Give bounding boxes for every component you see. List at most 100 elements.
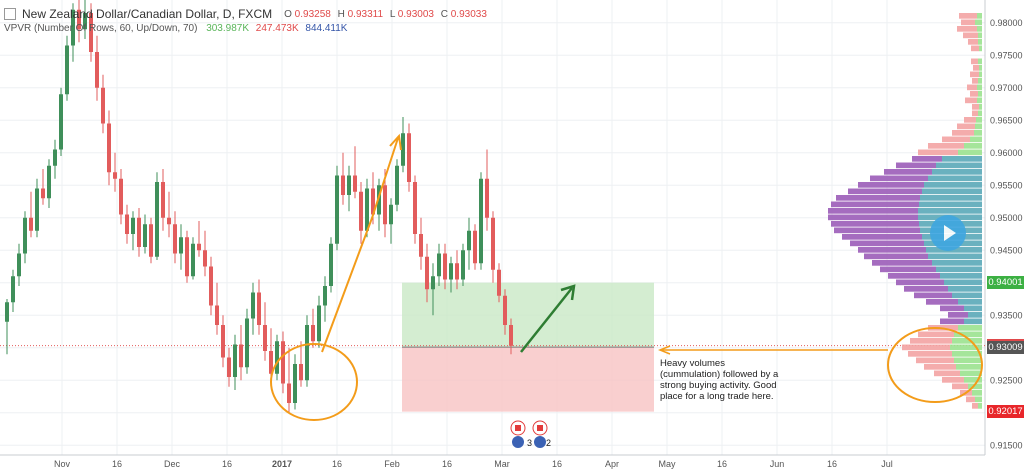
candle-body — [113, 172, 117, 179]
candle-body — [509, 325, 513, 346]
volume-row-down — [928, 143, 964, 149]
candle-body — [101, 87, 105, 124]
volume-row-up — [960, 370, 982, 377]
candle-body — [317, 305, 321, 342]
indicator-name: VPVR (Number Of Rows, 60, Up/Down, 70) — [4, 23, 198, 34]
candle-body — [365, 188, 369, 231]
candle-body — [185, 237, 189, 277]
candle — [395, 159, 399, 212]
candle — [467, 217, 471, 270]
volume-row-up — [979, 104, 982, 110]
volume-row-down — [961, 19, 975, 26]
x-tick-label: Jun — [770, 459, 785, 469]
volume-row-down — [864, 253, 928, 260]
target-arrow-head — [560, 284, 576, 301]
candle-body — [299, 364, 303, 381]
volume-row-up — [964, 377, 982, 383]
volume-row-up — [978, 110, 982, 117]
volume-row-up — [975, 396, 982, 403]
candle-body — [503, 295, 507, 325]
candle — [323, 276, 327, 322]
candle-body — [155, 182, 159, 257]
candle — [137, 208, 141, 257]
candle — [419, 217, 423, 270]
candle-body — [221, 325, 225, 358]
candle — [119, 169, 123, 225]
volume-row-up — [958, 325, 982, 331]
volume-row-down — [966, 396, 975, 403]
y-tick-label: 0.91500 — [990, 440, 1023, 450]
volume-row-down — [973, 65, 979, 71]
candle — [53, 139, 57, 179]
volume-row-up — [978, 78, 982, 84]
circle-annotation-left — [270, 343, 358, 421]
x-tick-label: Jul — [881, 459, 893, 469]
candle — [41, 169, 45, 205]
candle-body — [77, 9, 81, 30]
candle-body — [71, 9, 75, 46]
candle-body — [251, 292, 255, 319]
volume-row-down — [972, 78, 978, 84]
candle-body — [401, 133, 405, 166]
candle-body — [311, 325, 315, 342]
x-tick-label: 16 — [332, 459, 342, 469]
volume-row-down — [872, 260, 932, 266]
candle-body — [431, 276, 435, 290]
collapse-toggle-icon[interactable] — [4, 8, 16, 20]
volume-row-up — [964, 318, 982, 325]
candle — [449, 256, 453, 293]
flag-icon-mark — [537, 425, 543, 431]
candle-body — [23, 217, 27, 254]
x-tick-label: 16 — [442, 459, 452, 469]
open-label: O — [284, 8, 292, 20]
volume-row-down — [957, 123, 975, 130]
volume-row-down — [828, 214, 918, 221]
candle — [503, 289, 507, 335]
candle — [263, 302, 267, 361]
candle-body — [197, 243, 201, 251]
candle-body — [137, 217, 141, 247]
volume-row-up — [975, 19, 982, 26]
volume-row-up — [958, 299, 982, 305]
candle — [203, 230, 207, 277]
play-icon[interactable] — [930, 215, 966, 251]
candle — [359, 182, 363, 244]
candle — [317, 295, 321, 348]
candle-body — [41, 188, 45, 199]
volume-row-up — [948, 286, 982, 292]
candles — [5, 0, 513, 413]
candle-body — [383, 185, 387, 225]
candle — [77, 0, 81, 43]
y-tick-label: 0.97500 — [990, 50, 1023, 60]
candle — [347, 165, 351, 212]
candle — [341, 152, 345, 205]
candle-body — [209, 266, 213, 306]
volume-row-up — [972, 390, 982, 396]
candle-body — [473, 230, 477, 264]
low-label: L — [389, 8, 396, 20]
candle-body — [257, 292, 261, 325]
candle — [257, 279, 261, 335]
candle-body — [443, 253, 447, 280]
x-tick-label: 16 — [552, 459, 562, 469]
volume-row-down — [918, 149, 958, 156]
candle-body — [293, 364, 297, 403]
volume-row-up — [940, 273, 982, 279]
candle-body — [215, 305, 219, 325]
candle — [131, 211, 135, 251]
candle-body — [125, 214, 129, 234]
indicator-total-volume: 844.411K — [305, 23, 348, 34]
x-tick-label: 16 — [827, 459, 837, 469]
volume-row-down — [967, 84, 977, 91]
volume-row-up — [919, 201, 982, 208]
candle-body — [173, 224, 177, 254]
volume-row-down — [940, 305, 964, 312]
indicator-legend[interactable]: VPVR (Number Of Rows, 60, Up/Down, 70) 3… — [4, 23, 347, 34]
candle — [95, 35, 99, 101]
volume-row-up — [954, 331, 982, 338]
candle — [155, 172, 159, 260]
candle — [353, 146, 357, 199]
candle — [461, 243, 465, 286]
candle — [125, 204, 129, 244]
